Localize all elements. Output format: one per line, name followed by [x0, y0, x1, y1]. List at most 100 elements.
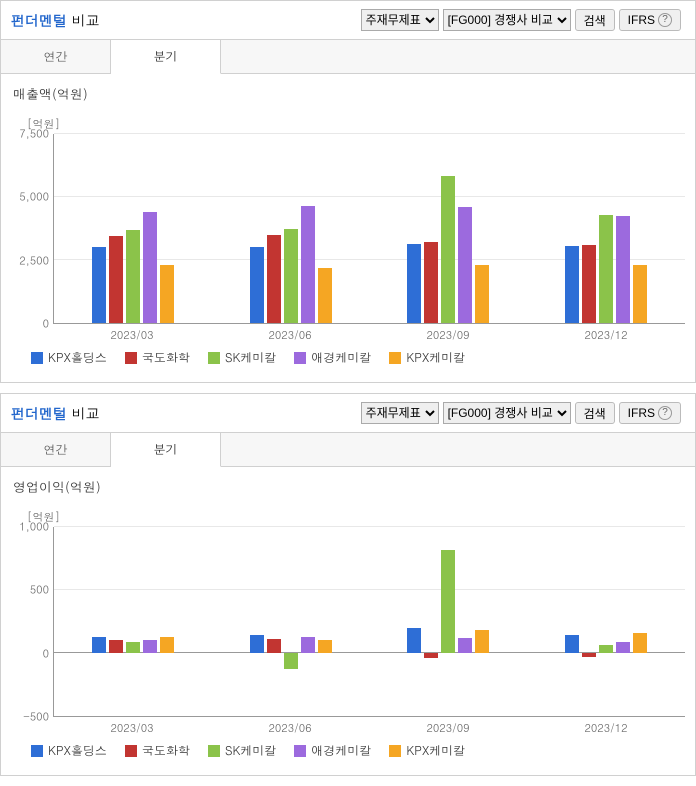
y-tick-label: 5,000 [19, 190, 49, 205]
bar-segment [109, 640, 123, 653]
statement-select[interactable]: 주재무제표 [361, 402, 439, 424]
bar [475, 134, 489, 323]
panel-title: 펀더멘털 비교 [11, 403, 100, 423]
bar [424, 134, 438, 323]
legend-item: SK케미칼 [208, 742, 277, 759]
bar-segment [143, 212, 157, 323]
panel-header: 펀더멘털 비교 주재무제표 [FG000] 경쟁사 비교 검색 IFRS? [1, 1, 695, 40]
tab-annual[interactable]: 연간 [1, 433, 111, 466]
bar-segment [301, 206, 315, 323]
chart-wrap: [억원] 02,5005,0007,5002023/032023/062023/0… [1, 113, 695, 382]
bar [126, 134, 140, 323]
bar [318, 134, 332, 323]
legend-item: 국도화학 [125, 742, 190, 759]
compare-select[interactable]: [FG000] 경쟁사 비교 [443, 402, 571, 424]
bar [633, 134, 647, 323]
legend-swatch [208, 352, 220, 364]
bar-segment [424, 653, 438, 658]
bar-segment [633, 265, 647, 323]
y-axis-unit: [억원] [27, 510, 685, 525]
panel-title-em: 펀더멘털 [11, 403, 67, 423]
bar-segment [160, 637, 174, 653]
bar-segment [92, 637, 106, 653]
bar-segment [318, 640, 332, 653]
search-button[interactable]: 검색 [575, 402, 615, 424]
legend-swatch [294, 352, 306, 364]
y-axis: -50005001,000 [11, 527, 53, 717]
period-tabs: 연간 분기 [1, 40, 695, 74]
bar-segment [616, 642, 630, 653]
bar-segment [126, 230, 140, 323]
chart-title: 매출액(억원) [1, 74, 695, 113]
x-tick-label: 2023/12 [527, 324, 685, 343]
bar-group [370, 527, 528, 716]
bar-segment [616, 216, 630, 323]
compare-select[interactable]: [FG000] 경쟁사 비교 [443, 9, 571, 31]
ifrs-button[interactable]: IFRS? [619, 402, 681, 424]
y-axis-unit: [억원] [27, 117, 685, 132]
bar-group [54, 527, 212, 716]
x-tick-label: 2023/09 [369, 717, 527, 736]
panel-header: 펀더멘털 비교 주재무제표 [FG000] 경쟁사 비교 검색 IFRS? [1, 394, 695, 433]
legend-item: SK케미칼 [208, 349, 277, 366]
bar [582, 527, 596, 716]
legend-label: KPX케미칼 [406, 742, 465, 759]
help-icon: ? [658, 13, 672, 27]
tab-quarter[interactable]: 분기 [111, 40, 221, 74]
x-axis: 2023/032023/062023/092023/12 [53, 324, 685, 343]
bar-segment [92, 247, 106, 323]
tab-annual[interactable]: 연간 [1, 40, 111, 73]
x-tick-label: 2023/03 [53, 717, 211, 736]
bar [599, 134, 613, 323]
bar-segment [565, 246, 579, 323]
legend-swatch [389, 352, 401, 364]
bar [92, 134, 106, 323]
plot-area [53, 527, 685, 717]
bar [616, 134, 630, 323]
tab-quarter[interactable]: 분기 [111, 433, 221, 467]
plot-area [53, 134, 685, 324]
legend: KPX홀딩스국도화학SK케미칼애경케미칼KPX케미칼 [11, 736, 685, 769]
panel-title-em: 펀더멘털 [11, 10, 67, 30]
legend-label: 애경케미칼 [311, 349, 371, 366]
legend-label: 국도화학 [142, 349, 190, 366]
bar-segment [441, 550, 455, 653]
chart-wrap: [억원] -50005001,0002023/032023/062023/0920… [1, 506, 695, 775]
bar [143, 527, 157, 716]
bar-segment [424, 242, 438, 323]
legend-label: KPX홀딩스 [48, 742, 107, 759]
legend-item: 국도화학 [125, 349, 190, 366]
bar-segment [250, 247, 264, 323]
bar-segment [143, 640, 157, 653]
bar-group [370, 134, 528, 323]
bar [109, 527, 123, 716]
bar [565, 527, 579, 716]
search-button[interactable]: 검색 [575, 9, 615, 31]
legend: KPX홀딩스 국도화학 SK케미칼 애경케미칼 KPX케미칼 [11, 343, 685, 376]
bar [475, 527, 489, 716]
bar-segment [475, 630, 489, 653]
bar-group [527, 527, 685, 716]
ifrs-button[interactable]: IFRS? [619, 9, 681, 31]
legend-item: KPX홀딩스 [31, 349, 107, 366]
legend-item: KPX홀딩스 [31, 742, 107, 759]
bar-segment [458, 638, 472, 653]
x-axis: 2023/032023/062023/092023/12 [53, 717, 685, 736]
bar [599, 527, 613, 716]
legend-item: KPX케미칼 [389, 349, 465, 366]
x-tick-label: 2023/06 [211, 324, 369, 343]
bar-segment [441, 176, 455, 323]
chart-title: 영업이익(억원) [1, 467, 695, 506]
bar [318, 527, 332, 716]
statement-select[interactable]: 주재무제표 [361, 9, 439, 31]
bar-segment [250, 635, 264, 653]
bar [160, 527, 174, 716]
y-tick-label: 1,000 [19, 520, 49, 535]
chart-area: 02,5005,0007,500 [11, 134, 685, 324]
legend-swatch [294, 745, 306, 757]
legend-swatch [31, 745, 43, 757]
x-tick-label: 2023/06 [211, 717, 369, 736]
legend-label: 국도화학 [142, 742, 190, 759]
legend-swatch [125, 352, 137, 364]
bar [616, 527, 630, 716]
